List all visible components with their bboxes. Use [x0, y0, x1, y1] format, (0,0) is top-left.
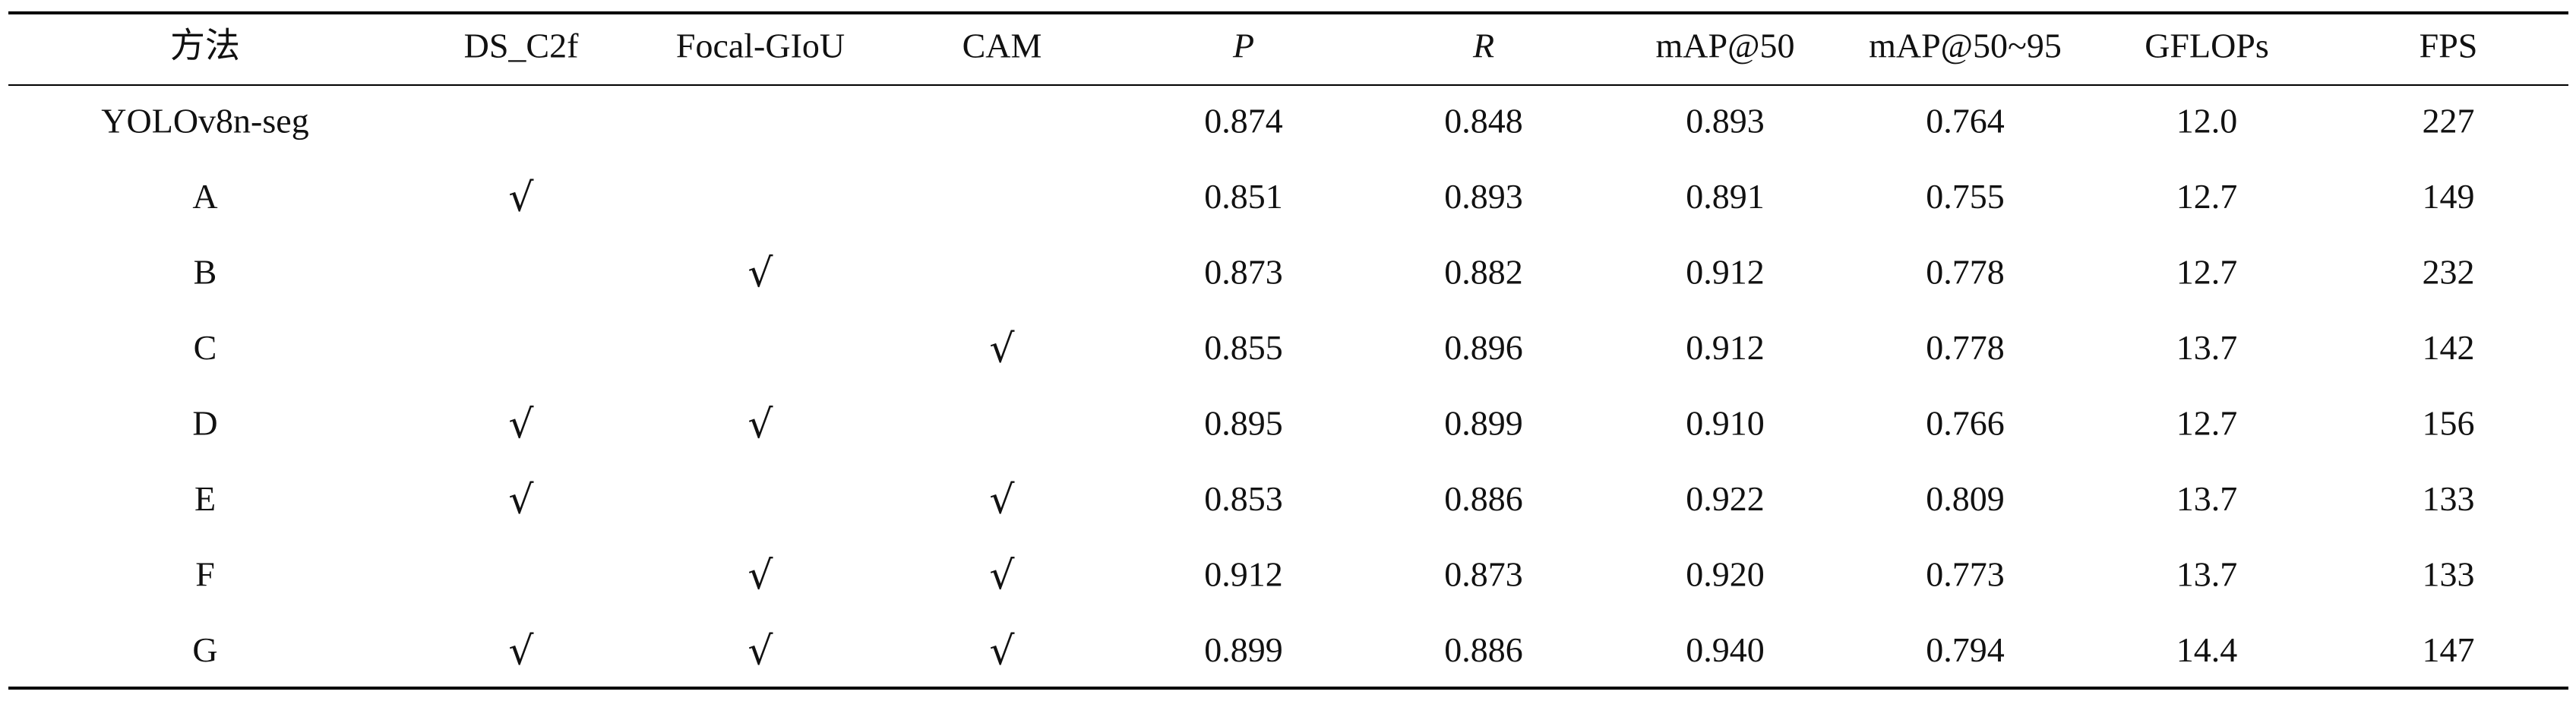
table-cell: 0.874 [1204, 102, 1283, 141]
table-cell: 12.0 [2176, 102, 2238, 141]
table-cell: 0.851 [1204, 177, 1283, 216]
table-cell: F [195, 555, 215, 594]
table-cell: 0.912 [1686, 253, 1765, 292]
table-cell: 0.940 [1686, 630, 1765, 669]
table-cell: 0.755 [1926, 177, 2005, 216]
table-cell: 0.893 [1444, 177, 1523, 216]
header-cell: DS_C2f [464, 27, 579, 65]
table-cell: 0.882 [1444, 253, 1523, 292]
table-cell: 13.7 [2176, 555, 2238, 594]
table-cell: 12.7 [2176, 177, 2238, 216]
check-cell: √ [748, 629, 773, 674]
check-cell: √ [748, 553, 773, 598]
header-cell: CAM [962, 27, 1042, 65]
check-cell: √ [508, 629, 534, 674]
table-cell: 0.809 [1926, 479, 2005, 518]
table-cell: 0.912 [1686, 328, 1765, 367]
check-cell: √ [508, 478, 534, 523]
table-cell: 13.7 [2176, 479, 2238, 518]
table-cell: 13.7 [2176, 328, 2238, 367]
table-cell: 0.899 [1444, 404, 1523, 443]
table-cell: 133 [2423, 555, 2475, 594]
table-cell: 142 [2423, 328, 2475, 367]
table-cell: 0.920 [1686, 555, 1765, 594]
table-cell: 0.886 [1444, 479, 1523, 518]
table-cell: 0.895 [1204, 404, 1283, 443]
check-cell: √ [989, 327, 1015, 372]
table-cell: 0.922 [1686, 479, 1765, 518]
table-cell: 0.896 [1444, 328, 1523, 367]
table-cell: B [194, 253, 217, 292]
table-cell: YOLOv8n-seg [101, 102, 308, 141]
table-cell: 156 [2423, 404, 2475, 443]
table-cell: 0.912 [1204, 555, 1283, 594]
header-cell: R [1472, 27, 1494, 65]
table-cell: 0.778 [1926, 253, 2005, 292]
table-cell: G [192, 630, 217, 669]
header-cell: Focal-GIoU [676, 27, 845, 65]
table-cell: 0.848 [1444, 102, 1523, 141]
check-cell: √ [748, 402, 773, 447]
header-cell: GFLOPs [2145, 27, 2269, 65]
header-cell: P [1232, 27, 1254, 65]
header-cell: 方法 [170, 27, 240, 65]
check-cell: √ [508, 175, 534, 221]
table-cell: 227 [2423, 102, 2475, 141]
table-cell: 0.764 [1926, 102, 2005, 141]
table-cell: 0.794 [1926, 630, 2005, 669]
table-cell: 0.893 [1686, 102, 1765, 141]
table-cell: 133 [2423, 479, 2475, 518]
table-cell: 12.7 [2176, 253, 2238, 292]
table-cell: 0.873 [1204, 253, 1283, 292]
table-cell: 147 [2423, 630, 2475, 669]
table-cell: 0.910 [1686, 404, 1765, 443]
header-cell: mAP@50~95 [1869, 27, 2062, 65]
table-cell: C [194, 328, 217, 367]
table-cell: 14.4 [2176, 630, 2238, 669]
table-cell: 149 [2423, 177, 2475, 216]
table-cell: 0.855 [1204, 328, 1283, 367]
check-cell: √ [989, 553, 1015, 598]
table-cell: 0.766 [1926, 404, 2005, 443]
table-cell: 12.7 [2176, 404, 2238, 443]
table-cell: 232 [2423, 253, 2475, 292]
table-cell: 0.773 [1926, 555, 2005, 594]
header-cell: FPS [2420, 27, 2478, 65]
table-cell: A [192, 177, 217, 216]
table-cell: E [194, 479, 216, 518]
check-cell: √ [748, 251, 773, 296]
check-cell: √ [989, 629, 1015, 674]
table-cell: 0.891 [1686, 177, 1765, 216]
table-cell: 0.873 [1444, 555, 1523, 594]
table-cell: 0.853 [1204, 479, 1283, 518]
table-cell: 0.886 [1444, 630, 1523, 669]
table-cell: D [192, 404, 217, 443]
check-cell: √ [508, 402, 534, 447]
table-cell: 0.778 [1926, 328, 2005, 367]
header-cell: mAP@50 [1656, 27, 1795, 65]
check-cell: √ [989, 478, 1015, 523]
table-cell: 0.899 [1204, 630, 1283, 669]
